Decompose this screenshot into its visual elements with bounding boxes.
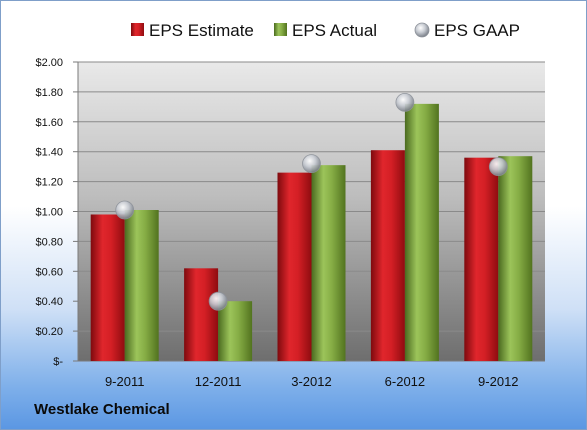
y-tick-label: $1.80 [35, 87, 63, 99]
y-tick-label: $0.80 [35, 236, 63, 248]
y-tick-label: $1.20 [35, 177, 63, 189]
eps-actual-bar [404, 103, 439, 362]
legend-label: EPS Actual [292, 21, 377, 40]
eps-actual-bar [498, 156, 533, 361]
eps-gaap-marker [208, 291, 228, 311]
eps-estimate-bar [277, 172, 312, 361]
eps-estimate-bar [464, 157, 499, 361]
y-tick-label: $0.20 [35, 326, 63, 338]
y-tick-label: $1.60 [35, 117, 63, 129]
x-tick-label: 6-2012 [385, 374, 425, 389]
x-tick-label: 9-2012 [478, 374, 518, 389]
eps-estimate-bar [370, 150, 405, 361]
company-name: Westlake Chemical [34, 401, 170, 418]
eps-gaap-marker [395, 92, 415, 112]
legend-swatch-eps-estimate [131, 23, 144, 36]
y-tick-label: $2.00 [35, 57, 63, 69]
eps-actual-bar [311, 165, 346, 361]
eps-gaap-marker [488, 157, 508, 177]
y-tick-label: $0.40 [35, 296, 63, 308]
legend-label: EPS Estimate [149, 21, 254, 40]
x-tick-label: 9-2011 [105, 374, 145, 389]
legend-marker-eps-gaap [414, 22, 430, 38]
eps-estimate-bar [184, 268, 219, 361]
eps-actual-bar [124, 210, 159, 361]
legend-swatch-eps-actual [274, 23, 287, 36]
legend-label: EPS GAAP [434, 21, 520, 40]
x-tick-label: 3-2012 [291, 374, 331, 389]
eps-estimate-bar [90, 214, 125, 361]
y-tick-label: $- [53, 356, 63, 368]
eps-gaap-marker [115, 200, 135, 220]
eps-actual-bar [218, 301, 253, 361]
eps-gaap-marker [302, 154, 321, 174]
y-tick-label: $1.40 [35, 147, 63, 159]
x-tick-label: 12-2011 [195, 374, 242, 389]
y-tick-label: $1.00 [35, 207, 63, 219]
y-tick-label: $0.60 [35, 266, 63, 278]
